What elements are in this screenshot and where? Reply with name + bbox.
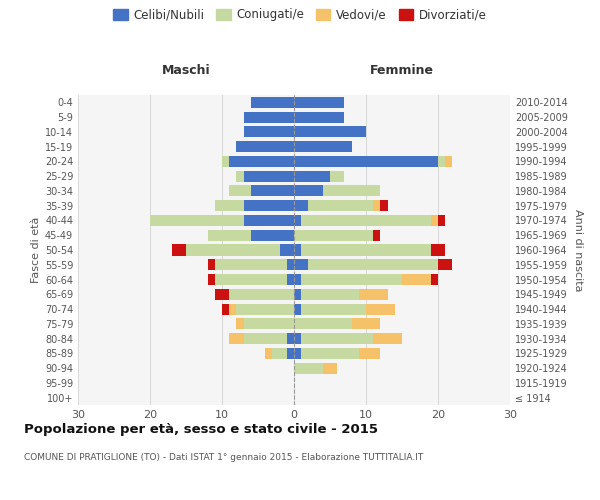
Bar — [287, 274, 294, 285]
Bar — [359, 348, 380, 359]
Bar — [236, 318, 244, 330]
Y-axis label: Fasce di età: Fasce di età — [31, 217, 41, 283]
Bar — [308, 200, 373, 211]
Bar — [301, 333, 373, 344]
Bar — [251, 230, 294, 241]
Bar — [445, 156, 452, 167]
Bar — [208, 259, 215, 270]
Bar — [308, 259, 438, 270]
Bar — [229, 304, 236, 314]
Bar — [301, 348, 359, 359]
Bar — [222, 156, 229, 167]
Bar — [208, 274, 215, 285]
Bar — [172, 244, 186, 256]
Bar — [301, 274, 402, 285]
Bar — [244, 318, 294, 330]
Bar — [294, 126, 366, 138]
Bar — [294, 186, 323, 196]
Bar — [236, 141, 294, 152]
Bar — [186, 244, 280, 256]
Bar — [287, 348, 294, 359]
Bar — [272, 348, 287, 359]
Bar — [229, 289, 294, 300]
Bar — [301, 289, 359, 300]
Bar — [229, 186, 251, 196]
Bar — [265, 348, 272, 359]
Bar — [323, 362, 337, 374]
Bar — [330, 170, 344, 181]
Bar — [244, 170, 294, 181]
Legend: Celibi/Nubili, Coniugati/e, Vedovi/e, Divorziati/e: Celibi/Nubili, Coniugati/e, Vedovi/e, Di… — [113, 8, 487, 22]
Bar — [287, 333, 294, 344]
Bar — [222, 304, 229, 314]
Bar — [323, 186, 380, 196]
Bar — [294, 156, 438, 167]
Bar — [294, 97, 344, 108]
Bar — [294, 289, 301, 300]
Bar — [215, 274, 287, 285]
Bar — [244, 215, 294, 226]
Bar — [294, 141, 352, 152]
Bar — [380, 200, 388, 211]
Bar — [294, 244, 301, 256]
Bar — [244, 126, 294, 138]
Bar — [301, 215, 431, 226]
Bar — [294, 348, 301, 359]
Bar — [373, 333, 402, 344]
Bar — [294, 259, 308, 270]
Bar — [215, 289, 229, 300]
Y-axis label: Anni di nascita: Anni di nascita — [573, 209, 583, 291]
Bar — [150, 215, 244, 226]
Bar — [244, 112, 294, 122]
Bar — [438, 156, 445, 167]
Text: Maschi: Maschi — [161, 64, 211, 78]
Bar — [251, 97, 294, 108]
Text: COMUNE DI PRATIGLIONE (TO) - Dati ISTAT 1° gennaio 2015 - Elaborazione TUTTITALI: COMUNE DI PRATIGLIONE (TO) - Dati ISTAT … — [24, 452, 423, 462]
Bar — [236, 304, 294, 314]
Bar — [229, 156, 294, 167]
Bar — [251, 186, 294, 196]
Bar — [294, 304, 301, 314]
Bar — [359, 289, 388, 300]
Bar — [280, 244, 294, 256]
Bar — [244, 333, 287, 344]
Text: Femmine: Femmine — [370, 64, 434, 78]
Bar — [431, 244, 445, 256]
Bar — [294, 170, 330, 181]
Bar — [229, 333, 244, 344]
Bar — [438, 259, 452, 270]
Bar — [431, 215, 438, 226]
Bar — [402, 274, 431, 285]
Bar — [287, 259, 294, 270]
Bar — [373, 200, 380, 211]
Bar — [236, 170, 244, 181]
Bar — [294, 318, 352, 330]
Bar — [215, 200, 244, 211]
Bar — [431, 274, 438, 285]
Bar — [352, 318, 380, 330]
Text: Popolazione per età, sesso e stato civile - 2015: Popolazione per età, sesso e stato civil… — [24, 422, 378, 436]
Bar — [294, 200, 308, 211]
Bar — [301, 304, 366, 314]
Bar — [294, 362, 323, 374]
Bar — [215, 259, 287, 270]
Bar — [301, 244, 431, 256]
Bar — [294, 333, 301, 344]
Bar — [208, 230, 251, 241]
Bar — [244, 200, 294, 211]
Bar — [366, 304, 395, 314]
Bar — [294, 215, 301, 226]
Bar — [373, 230, 380, 241]
Bar — [294, 112, 344, 122]
Bar — [294, 230, 373, 241]
Bar — [438, 215, 445, 226]
Bar — [294, 274, 301, 285]
